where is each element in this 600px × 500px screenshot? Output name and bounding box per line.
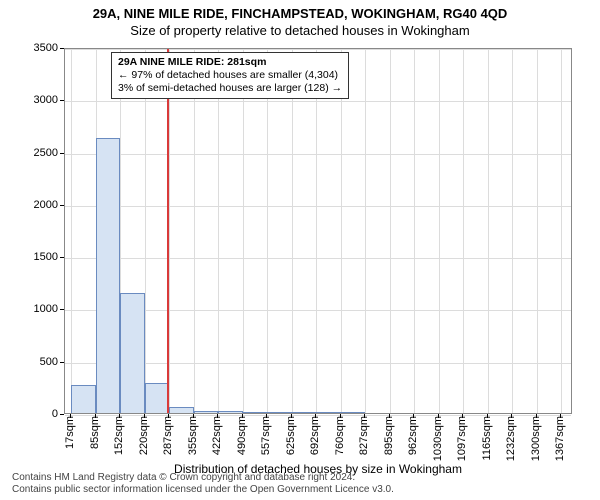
x-tick-label: 692sqm	[309, 416, 321, 455]
x-tick-label: 1300sqm	[530, 416, 542, 461]
footer-line2: Contains public sector information licen…	[12, 484, 394, 496]
annotation-row1: ← 97% of detached houses are smaller (4,…	[118, 69, 342, 82]
y-tick-label: 3500	[18, 42, 58, 54]
gridline-vertical	[537, 49, 538, 413]
gridline-horizontal	[65, 206, 571, 207]
gridline-horizontal	[65, 101, 571, 102]
x-tick-label: 490sqm	[236, 416, 248, 455]
gridline-vertical	[194, 49, 195, 413]
histogram-bar	[169, 407, 194, 413]
x-tick-label: 962sqm	[407, 416, 419, 455]
y-tick-label: 1500	[18, 251, 58, 263]
x-tick-label: 557sqm	[260, 416, 272, 455]
histogram-bar	[267, 412, 292, 413]
gridline-vertical	[267, 49, 268, 413]
x-tick-label: 152sqm	[113, 416, 125, 455]
reference-line	[167, 49, 169, 413]
annotation-head: 29A NINE MILE RIDE: 281sqm	[118, 56, 342, 69]
x-tick-label: 1030sqm	[432, 416, 444, 461]
gridline-horizontal	[65, 49, 571, 50]
gridline-vertical	[316, 49, 317, 413]
x-tick-label: 287sqm	[162, 416, 174, 455]
histogram-bar	[120, 293, 145, 413]
plot-container: Number of detached properties 29A NINE M…	[64, 48, 572, 414]
gridline-vertical	[365, 49, 366, 413]
x-tick-label: 220sqm	[138, 416, 150, 455]
histogram-bar	[96, 138, 120, 413]
y-tick-label: 0	[18, 408, 58, 420]
gridline-vertical	[463, 49, 464, 413]
histogram-bar	[71, 385, 96, 413]
histogram-bar	[316, 412, 341, 413]
x-tick-label: 827sqm	[358, 416, 370, 455]
annotation-box: 29A NINE MILE RIDE: 281sqm ← 97% of deta…	[111, 52, 349, 99]
x-tick-label: 760sqm	[334, 416, 346, 455]
gridline-vertical	[145, 49, 146, 413]
gridline-vertical	[414, 49, 415, 413]
footer-attribution: Contains HM Land Registry data © Crown c…	[12, 472, 394, 496]
x-tick-label: 355sqm	[187, 416, 199, 455]
x-tick-label: 1165sqm	[481, 416, 493, 460]
annotation-row2: 3% of semi-detached houses are larger (1…	[118, 82, 342, 95]
x-tick-label: 17sqm	[64, 416, 76, 449]
gridline-vertical	[71, 49, 72, 413]
gridline-vertical	[439, 49, 440, 413]
x-tick-label: 625sqm	[285, 416, 297, 455]
chart-title-line1: 29A, NINE MILE RIDE, FINCHAMPSTEAD, WOKI…	[0, 6, 600, 21]
plot-area: 29A NINE MILE RIDE: 281sqm ← 97% of deta…	[64, 48, 572, 414]
gridline-horizontal	[65, 258, 571, 259]
y-tick-label: 2500	[18, 147, 58, 159]
x-tick-label: 1367sqm	[554, 416, 566, 461]
histogram-bar	[145, 383, 169, 413]
gridline-vertical	[243, 49, 244, 413]
chart-title-block: 29A, NINE MILE RIDE, FINCHAMPSTEAD, WOKI…	[0, 0, 600, 38]
x-tick-label: 422sqm	[211, 416, 223, 455]
footer-line1: Contains HM Land Registry data © Crown c…	[12, 472, 394, 484]
gridline-vertical	[512, 49, 513, 413]
histogram-bar	[243, 412, 267, 413]
y-tick-label: 3000	[18, 94, 58, 106]
x-tick-label: 895sqm	[383, 416, 395, 455]
gridline-vertical	[390, 49, 391, 413]
chart-title-line2: Size of property relative to detached ho…	[0, 23, 600, 38]
x-tick-label: 85sqm	[89, 416, 101, 449]
histogram-bar	[341, 412, 365, 413]
gridline-vertical	[218, 49, 219, 413]
gridline-vertical	[292, 49, 293, 413]
histogram-bar	[194, 411, 218, 413]
y-tick-label: 1000	[18, 303, 58, 315]
gridline-vertical	[561, 49, 562, 413]
y-tick-label: 500	[18, 356, 58, 368]
x-tick-label: 1232sqm	[505, 416, 517, 461]
gridline-vertical	[341, 49, 342, 413]
gridline-vertical	[169, 49, 170, 413]
y-tick-label: 2000	[18, 199, 58, 211]
gridline-vertical	[488, 49, 489, 413]
histogram-bar	[292, 412, 316, 413]
histogram-bar	[218, 411, 243, 413]
x-tick-label: 1097sqm	[456, 416, 468, 461]
gridline-horizontal	[65, 154, 571, 155]
